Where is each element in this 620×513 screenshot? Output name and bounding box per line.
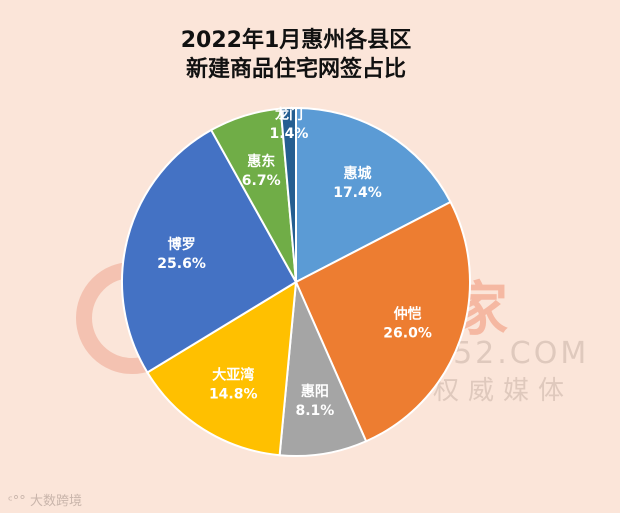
pie-slice-博罗 — [121, 128, 298, 374]
slice-label-name: 惠城 — [344, 165, 372, 182]
slice-label-name: 大亚湾 — [212, 366, 254, 383]
chart-title-line1: 2022年1月惠州各县区 — [180, 28, 412, 53]
slice-label-value: 6.7% — [242, 173, 281, 189]
slice-label-value: 8.1% — [295, 403, 334, 419]
source-label: ᶜ°° 大数跨境 — [8, 494, 82, 509]
slice-label-value: 14.8% — [209, 386, 258, 402]
slice-label-name: 惠东 — [247, 153, 275, 170]
slice-label-name: 惠阳 — [301, 383, 329, 400]
slice-label-name: 龙门 — [274, 106, 303, 123]
chart-title: 2022年1月惠州各县区 新建商品住宅网签占比 — [0, 26, 620, 84]
chart-title-line2: 新建商品住宅网签占比 — [185, 57, 406, 82]
slice-label-value: 1.4% — [270, 126, 309, 142]
slice-label-name: 仲恺 — [394, 305, 422, 322]
pie-slice-惠城 — [295, 106, 452, 284]
pie-slice-惠阳 — [278, 278, 368, 457]
slice-label-value: 26.0% — [383, 325, 432, 341]
pie-slice-龙门 — [279, 106, 297, 283]
source-logo-icon: ᶜ°° — [8, 494, 26, 509]
slice-label-name: 博罗 — [168, 236, 196, 253]
slice-label-value: 25.6% — [157, 256, 206, 272]
pie-slice-仲恺 — [294, 200, 471, 443]
pie-slice-大亚湾 — [145, 280, 298, 457]
slice-label-value: 17.4% — [333, 185, 382, 201]
